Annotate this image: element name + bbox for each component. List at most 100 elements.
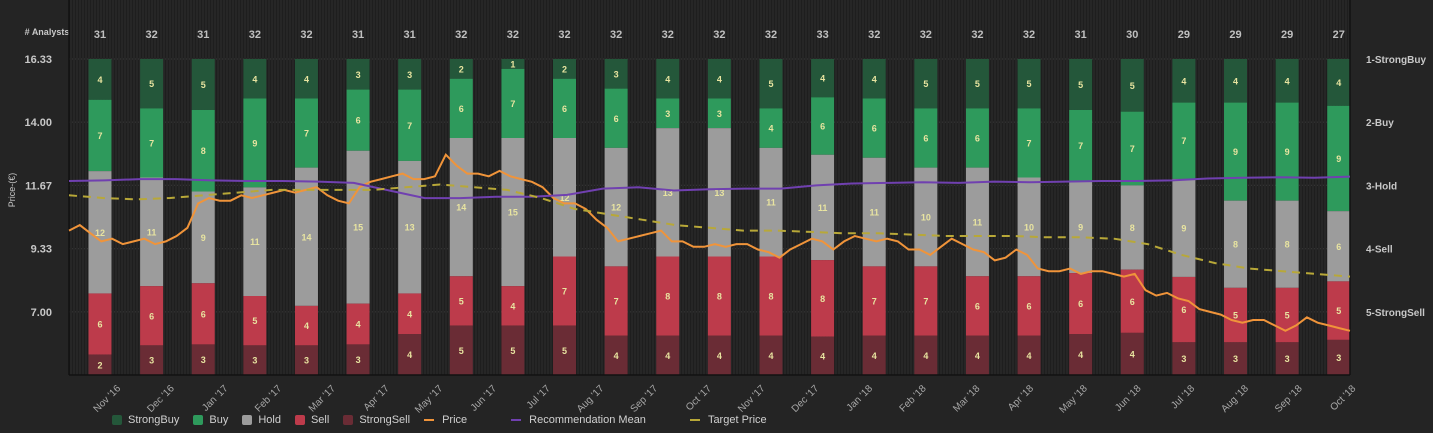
bar-value-label: 7 bbox=[304, 129, 309, 139]
bar-value-label: 4 bbox=[923, 351, 928, 361]
x-tick-label: Feb '17 bbox=[253, 383, 284, 414]
bar-segment-hold bbox=[553, 138, 577, 257]
bar-value-label: 5 bbox=[252, 316, 257, 326]
bar-value-label: 6 bbox=[1130, 297, 1135, 307]
bar-value-label: 4 bbox=[768, 351, 773, 361]
bar-segment-buy bbox=[88, 99, 112, 172]
y-tick-label: 9.33 bbox=[31, 244, 52, 256]
right-axis-label: 2-Buy bbox=[1366, 118, 1394, 129]
bar-segment-buy bbox=[294, 98, 318, 168]
hold-swatch-icon bbox=[242, 415, 253, 425]
bar-segment-strongbuy bbox=[1120, 59, 1144, 112]
bar-value-label: 4 bbox=[717, 351, 722, 361]
bar-segment-hold bbox=[88, 171, 112, 294]
legend-label: StrongBuy bbox=[128, 414, 180, 426]
bar-value-label: 7 bbox=[1027, 138, 1032, 148]
x-tick-label: Aug '18 bbox=[1219, 383, 1251, 415]
bar-value-label: 5 bbox=[975, 79, 980, 89]
bar-value-label: 4 bbox=[665, 351, 670, 361]
bar-value-label: 5 bbox=[1336, 306, 1341, 316]
right-axis-label: 4-Sell bbox=[1366, 245, 1393, 256]
bar-segment-strongsell bbox=[914, 335, 938, 375]
bar-segment-hold bbox=[1069, 181, 1093, 274]
bar-value-label: 9 bbox=[201, 233, 206, 243]
bar-segment-strongbuy bbox=[449, 59, 473, 79]
analyst-count: 27 bbox=[1333, 29, 1345, 41]
x-tick-label: Jan '17 bbox=[200, 383, 231, 414]
bar-value-label: 11 bbox=[818, 203, 828, 213]
bar-value-label: 3 bbox=[252, 356, 257, 366]
analyst-count: 32 bbox=[558, 29, 570, 41]
legend-item-price[interactable]: Price bbox=[424, 414, 467, 426]
legend-item-recommendation-mean[interactable]: Recommendation Mean bbox=[511, 414, 646, 426]
bar-value-label: 11 bbox=[766, 198, 776, 208]
bar-value-label: 15 bbox=[353, 223, 363, 233]
bar-value-label: 13 bbox=[405, 223, 415, 233]
bar-segment-sell bbox=[862, 266, 886, 336]
bar-value-label: 5 bbox=[510, 346, 515, 356]
legend: StrongBuy Buy Hold Sell StrongSell Price… bbox=[112, 411, 781, 429]
bar-segment-sell bbox=[1224, 287, 1248, 343]
bar-value-label: 5 bbox=[149, 79, 154, 89]
analyst-count: 32 bbox=[868, 29, 880, 41]
strongbuy-swatch-icon bbox=[112, 415, 122, 425]
bar-segment-strongbuy bbox=[1327, 59, 1351, 106]
legend-item-buy[interactable]: Buy bbox=[193, 414, 228, 426]
bar-value-label: 4 bbox=[252, 74, 257, 84]
bar-segment-buy bbox=[914, 108, 938, 168]
bar-value-label: 3 bbox=[149, 356, 154, 366]
bar-value-label: 10 bbox=[921, 213, 931, 223]
bar-segment-strongbuy bbox=[140, 59, 164, 109]
bar-value-label: 6 bbox=[1027, 301, 1032, 311]
bar-segment-strongbuy bbox=[294, 59, 318, 99]
bar-value-label: 4 bbox=[717, 74, 722, 84]
x-tick-label: Jun '17 bbox=[469, 383, 500, 414]
bar-value-label: 10 bbox=[1024, 222, 1034, 232]
bar-segment-strongbuy bbox=[1172, 59, 1196, 103]
bar-segment-buy bbox=[604, 88, 628, 148]
bar-value-label: 6 bbox=[459, 104, 464, 114]
bar-segment-buy bbox=[1017, 108, 1041, 178]
bar-value-label: 13 bbox=[714, 188, 724, 198]
analyst-count: 32 bbox=[455, 29, 467, 41]
bar-value-label: 4 bbox=[1078, 350, 1083, 360]
bar-value-label: 11 bbox=[973, 217, 983, 227]
analyst-count: 32 bbox=[507, 29, 519, 41]
y-tick-label: 14.00 bbox=[24, 117, 52, 129]
bar-value-label: 3 bbox=[356, 355, 361, 365]
bar-segment-buy bbox=[501, 68, 525, 138]
bar-value-label: 9 bbox=[1078, 223, 1083, 233]
bar-value-label: 12 bbox=[95, 228, 105, 238]
bar-segment-sell bbox=[243, 296, 267, 346]
bar-value-label: 4 bbox=[665, 74, 670, 84]
bar-value-label: 2 bbox=[459, 64, 464, 74]
bar-value-label: 3 bbox=[407, 70, 412, 80]
bar-value-label: 12 bbox=[560, 193, 570, 203]
x-tick-label: Jan '18 bbox=[845, 383, 876, 414]
bar-segment-sell bbox=[656, 256, 680, 336]
legend-item-sell[interactable]: Sell bbox=[294, 414, 329, 426]
bar-value-label: 1 bbox=[510, 59, 515, 69]
bar-value-label: 6 bbox=[1181, 305, 1186, 315]
bar-segment-sell bbox=[140, 286, 164, 346]
bar-value-label: 3 bbox=[304, 356, 309, 366]
analyst-count: 29 bbox=[1229, 29, 1241, 41]
legend-item-strongbuy[interactable]: StrongBuy bbox=[112, 414, 179, 426]
bar-value-label: 12 bbox=[611, 203, 621, 213]
bar-value-label: 9 bbox=[1181, 223, 1186, 233]
price-line-icon bbox=[424, 419, 435, 421]
bar-segment-sell bbox=[449, 276, 473, 326]
bar-segment-strongsell bbox=[140, 345, 164, 375]
legend-item-target-price[interactable]: Target Price bbox=[689, 414, 767, 426]
bar-segment-buy bbox=[759, 108, 783, 148]
right-axis-label: 3-Hold bbox=[1366, 181, 1397, 192]
legend-item-strongsell[interactable]: StrongSell bbox=[343, 414, 410, 426]
buy-swatch-icon bbox=[193, 415, 204, 425]
legend-item-hold[interactable]: Hold bbox=[242, 414, 281, 426]
bar-segment-sell bbox=[1172, 276, 1196, 343]
recommendation-mean-line bbox=[68, 175, 1351, 200]
bar-segment-strongbuy bbox=[1275, 59, 1299, 103]
bar-segment-buy bbox=[811, 97, 835, 155]
bar-segment-strongsell bbox=[553, 325, 577, 375]
bar-segment-strongbuy bbox=[553, 59, 577, 79]
